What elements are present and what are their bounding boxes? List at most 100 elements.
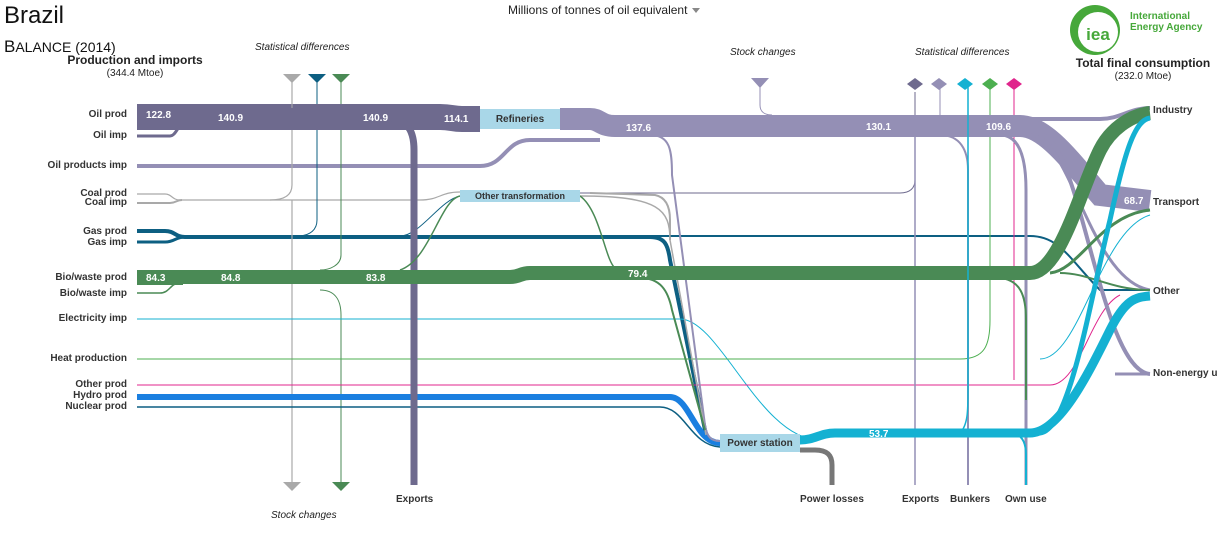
country-title: Brazil [4,2,65,29]
value-refinery-out: 137.6 [626,123,651,134]
right-header-total: (232.0 Mtoe) [1114,71,1172,82]
stat-diff-left-label: Statistical differences [255,42,350,53]
logo-line1: International [1130,11,1191,22]
unit-selector-label: Millions of tonnes of oil equivalent [508,3,688,17]
other-transformation-label: Other transformation [475,191,565,201]
value-oil-products-mid: 130.1 [866,122,891,133]
flow-bio-other [1059,272,1151,291]
flow-hydro-prod [137,394,721,446]
node-other-transformation[interactable] [460,190,580,202]
bottom-exports-left[interactable]: Exports [396,494,434,505]
source-gas-imp[interactable]: Gas imp [87,237,127,248]
stat-diff-electricity-marker[interactable] [957,78,973,84]
stock-changes-oil-products-marker[interactable] [751,78,769,88]
source-other-prod[interactable]: Other prod [75,379,127,390]
refineries-label: Refineries [496,114,545,125]
flow-bio-other-trans [399,195,461,271]
source-hydro-prod[interactable]: Hydro prod [73,390,127,401]
flow-bio-own-use [999,277,1027,400]
flow-heat-to-transport [1039,214,1151,360]
node-refineries[interactable] [480,109,560,129]
stat-diff-oil-products-marker[interactable] [931,78,947,84]
source-coal-imp[interactable]: Coal imp [84,197,127,208]
flow-oil-exports [379,113,418,485]
stat-diff-oil-marker-down[interactable] [907,84,923,90]
chevron-down-icon[interactable] [692,8,701,14]
stat-diff-bio-marker[interactable] [332,74,350,83]
flow-gas-stat [299,80,318,237]
value-oil-a: 140.9 [218,113,243,124]
balance-initial: B [4,37,16,56]
value-oil-b: 140.9 [363,113,388,124]
stat-diff-right-label: Statistical differences [915,47,1010,58]
sink-non-energy[interactable]: Non-energy u [1153,368,1218,379]
stat-diff-other-marker-down[interactable] [1006,84,1022,90]
flow-oil-products-imp [137,138,600,168]
source-heat-production[interactable]: Heat production [50,353,127,364]
source-oil-products-imp[interactable]: Oil products imp [47,160,127,171]
flow-coal-ot [579,195,707,436]
sink-industry[interactable]: Industry [1153,105,1193,116]
logo-text: International Energy Agency [1130,11,1202,33]
unit-selector[interactable]: Millions of tonnes of oil equivalent [508,3,701,17]
value-transport: 68.7 [1124,196,1144,207]
source-coal-prod[interactable]: Coal prod [80,188,127,199]
sink-other[interactable]: Other [1153,286,1180,297]
flow-power-out [799,291,1151,445]
source-electricity-imp[interactable]: Electricity imp [58,313,127,324]
flow-coal-to-exports [580,92,916,194]
flow-oil-products-stock [759,85,773,116]
right-header-title: Total final consumption [1075,56,1211,70]
bottom-own-use[interactable]: Own use [1005,494,1047,505]
source-bio-prod[interactable]: Bio/waste prod [55,272,127,283]
flow-oil-products-non-energy [1039,133,1151,376]
node-refineries-input[interactable] [432,110,480,128]
stat-diff-oil-marker[interactable] [907,78,923,84]
value-bio-a: 84.8 [221,273,241,284]
node-power-station[interactable] [720,434,800,452]
source-gas-prod[interactable]: Gas prod [83,226,127,237]
flow-power-losses [800,447,835,485]
stock-changes-bottom-label: Stock changes [271,510,337,521]
stat-diff-oil-products-marker-down[interactable] [931,84,947,90]
logo-mark: iea [1086,25,1110,44]
flow-oil-products-own-use [999,133,1028,485]
value-oil-products-right: 109.6 [986,122,1011,133]
stock-changes-bio-arrow[interactable] [332,482,350,491]
flow-bio-stock [319,289,342,485]
flow-gas-main [650,235,1150,291]
flow-other-prod [137,294,1121,386]
value-oil-prod: 122.8 [146,110,171,121]
iea-logo-icon: iea [1070,5,1120,55]
stock-changes-coal-arrow[interactable] [283,482,301,491]
value-bio-prod: 84.3 [146,273,166,284]
stat-diff-other-marker[interactable] [1006,78,1022,84]
flow-refinery-out [560,108,1152,212]
stat-diff-gas-marker[interactable] [308,74,326,83]
flow-gas-prod [137,229,721,445]
source-oil-prod[interactable]: Oil prod [88,109,127,120]
stat-diff-coal-marker[interactable] [283,74,301,83]
flow-bio-transport [1049,208,1151,275]
sink-transport[interactable]: Transport [1153,197,1200,208]
flow-heat-prod [137,85,991,360]
flow-oil-prod-main [137,104,480,132]
bottom-exports-right[interactable]: Exports [902,494,940,505]
value-refinery-in: 114.1 [444,114,469,125]
flow-nuclear-prod [137,406,721,448]
source-oil-imp[interactable]: Oil imp [93,130,127,141]
stat-diff-heat-marker[interactable] [982,78,998,84]
bottom-bunkers[interactable]: Bunkers [950,494,991,505]
stat-diff-heat-marker-down[interactable] [982,84,998,90]
node-oil-prod[interactable] [137,104,183,127]
bottom-power-losses[interactable]: Power losses [800,494,864,505]
node-bio-prod[interactable] [137,270,183,285]
flow-coal-stat [269,80,293,201]
stat-diff-electricity-marker-down[interactable] [957,84,973,90]
flow-electricity-imp [137,318,821,441]
flow-coal-imp [137,199,183,204]
balance-rest: ALANCE (2014) [15,39,116,55]
source-bio-imp[interactable]: Bio/waste imp [59,288,127,299]
value-power-out: 53.7 [869,429,889,440]
source-nuclear-prod[interactable]: Nuclear prod [65,401,127,412]
